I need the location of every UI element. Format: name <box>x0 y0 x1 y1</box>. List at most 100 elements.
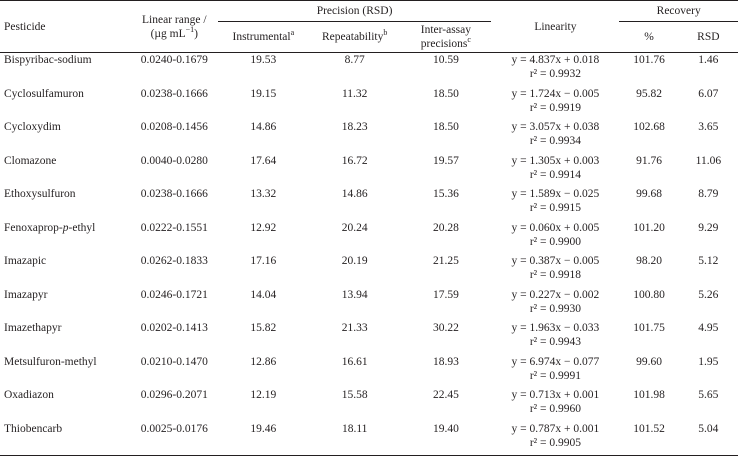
instrumental-rsd: 12.92 <box>250 221 277 234</box>
recovery-percent: 99.60 <box>636 355 662 368</box>
pesticide-name: Thiobencarb <box>0 421 131 456</box>
linearity: y = 0.787x + 0.001 r² = 0.9905 <box>491 421 620 456</box>
recovery-percent: 101.75 <box>633 322 665 334</box>
recovery-percent: 102.68 <box>633 121 665 133</box>
linearity: y = 1.724x − 0.005 r² = 0.9919 <box>491 87 619 121</box>
table-row: Metsulfuron-methyl 0.0210-0.1470 12.86 1… <box>0 355 738 389</box>
recovery-rsd: 4.95 <box>698 322 719 334</box>
recovery-rsd: 5.12 <box>698 255 719 267</box>
repeatability-rsd: 8.77 <box>344 54 365 66</box>
pesticide-name: Metsulfuron-methyl <box>4 355 97 368</box>
table-row: Cyclosulfamuron 0.0238-0.1666 19.15 11.3… <box>0 87 738 121</box>
linearity: y = 6.974x − 0.077 r² = 0.9991 <box>491 355 619 389</box>
pesticide-name: Ethoxysulfuron <box>4 188 76 200</box>
inter-assay-rsd: 10.59 <box>432 54 459 66</box>
recovery-rsd: 6.07 <box>698 87 719 100</box>
linearity-r2: r² = 0.9943 <box>529 336 581 348</box>
recovery-rsd: 8.79 <box>698 188 719 200</box>
linear-range: 0.0238-0.1666 <box>140 87 208 100</box>
repeatability-rsd: 14.86 <box>341 188 368 200</box>
inter-assay-rsd: 15.36 <box>432 188 459 200</box>
instrumental-rsd: 17.16 <box>250 255 277 267</box>
linearity: y = 0.060x + 0.005 r² = 0.9900 <box>491 221 619 255</box>
pesticide-name: Imazapic <box>4 255 47 267</box>
linear-range: 0.0262-0.1833 <box>140 255 208 267</box>
inter-assay-rsd: 18.50 <box>432 121 459 133</box>
linear-range: 0.0238-0.1666 <box>140 188 208 200</box>
linearity-equation: y = 0.387x − 0.005 <box>511 255 600 267</box>
linearity-equation: y = 0.060x + 0.005 <box>511 221 600 234</box>
linearity-equation: y = 0.787x + 0.001 <box>511 422 600 435</box>
pesticide-name: Clomazone <box>4 154 57 167</box>
linearity-r2: r² = 0.9915 <box>529 202 581 214</box>
linear-range: 0.0222-0.1551 <box>140 221 208 234</box>
linear-range: 0.0210-0.1470 <box>140 355 208 368</box>
header-linearity: Linearity <box>491 0 620 53</box>
inter-assay-rsd: 21.25 <box>432 255 459 267</box>
repeatability-rsd: 18.23 <box>341 121 368 133</box>
inter-assay-rsd: 19.57 <box>432 154 459 167</box>
repeatability-rsd: 20.19 <box>341 255 368 267</box>
header-linear-range-unit: (µg mL−1) <box>150 24 198 40</box>
linearity-equation: y = 3.057x + 0.038 <box>511 121 600 133</box>
linearity: y = 1.963x − 0.033 r² = 0.9943 <box>491 321 619 355</box>
instrumental-rsd: 14.86 <box>250 121 277 133</box>
linear-range: 0.0040-0.0280 <box>140 154 208 167</box>
pesticide-name: Bispyribac-sodium <box>4 54 92 66</box>
linearity-r2: r² = 0.9930 <box>529 302 581 315</box>
linearity: y = 0.713x + 0.001 r² = 0.9960 <box>491 388 619 422</box>
linearity-r2: r² = 0.9934 <box>529 135 581 147</box>
inter-assay-rsd: 17.59 <box>432 288 459 301</box>
linearity: y = 0.227x − 0.002 r² = 0.9930 <box>491 288 619 322</box>
linear-range: 0.0296-0.2071 <box>140 389 208 401</box>
inter-assay-rsd: 19.40 <box>400 421 492 456</box>
instrumental-rsd: 19.46 <box>217 421 309 456</box>
linearity-equation: y = 1.724x − 0.005 <box>511 87 600 100</box>
recovery-rsd: 11.06 <box>695 154 722 167</box>
pesticide-name: Fenoxaprop-p-ethyl <box>4 221 96 234</box>
table-row: Ethoxysulfuron 0.0238-0.1666 13.32 14.86… <box>0 187 738 221</box>
linearity-r2: r² = 0.9914 <box>529 168 581 181</box>
recovery-rsd: 5.26 <box>698 288 719 301</box>
linearity-equation: y = 6.974x − 0.077 <box>511 355 600 368</box>
repeatability-rsd: 15.58 <box>341 389 368 401</box>
recovery-rsd: 5.04 <box>678 421 738 456</box>
repeatability-rsd: 13.94 <box>341 288 368 301</box>
table-row: Imazapyr 0.0246-0.1721 14.04 13.94 17.59… <box>0 288 738 322</box>
instrumental-rsd: 19.15 <box>250 87 277 100</box>
recovery-percent: 95.82 <box>636 87 662 100</box>
header-precision: Precision (RSD) <box>217 0 492 22</box>
table-row: Imazapic 0.0262-0.1833 17.16 20.19 21.25… <box>0 254 738 288</box>
repeatability-rsd: 20.24 <box>341 221 368 234</box>
recovery-percent: 99.68 <box>636 188 662 200</box>
linearity-r2: r² = 0.9960 <box>529 403 581 415</box>
recovery-rsd: 1.95 <box>698 355 719 368</box>
linearity-equation: y = 4.837x + 0.018 <box>511 54 600 66</box>
instrumental-rsd: 13.32 <box>250 188 277 200</box>
pesticide-name: Cyclosulfamuron <box>4 87 84 100</box>
linearity-equation: y = 0.713x + 0.001 <box>511 389 600 401</box>
recovery-rsd: 5.65 <box>698 389 719 401</box>
header-inter-assay: Inter-assay precisionsc <box>400 21 492 53</box>
linearity: y = 1.589x − 0.025 r² = 0.9915 <box>491 187 619 221</box>
recovery-rsd: 1.46 <box>698 54 719 66</box>
linearity-r2: r² = 0.9991 <box>529 369 581 382</box>
table-row: Thiobencarb 0.0025-0.0176 19.46 18.11 19… <box>0 421 738 456</box>
header-linear-range: Linear range / (µg mL−1) <box>130 0 218 53</box>
linear-range: 0.0246-0.1721 <box>140 288 208 301</box>
linearity-equation: y = 0.227x − 0.002 <box>511 288 600 301</box>
instrumental-rsd: 12.86 <box>250 355 277 368</box>
linear-range: 0.0208-0.1456 <box>140 121 208 133</box>
pesticide-name: Oxadiazon <box>4 389 54 401</box>
repeatability-rsd: 16.72 <box>341 154 368 167</box>
linearity-r2: r² = 0.9918 <box>529 269 581 281</box>
linear-range: 0.0202-0.1413 <box>140 322 208 334</box>
linearity: y = 4.837x + 0.018 r² = 0.9932 <box>491 53 619 87</box>
header-recovery-rsd: RSD <box>678 21 738 53</box>
table-row: Clomazone 0.0040-0.0280 17.64 16.72 19.5… <box>0 154 738 188</box>
linearity-equation: y = 1.305x + 0.003 <box>511 154 600 167</box>
recovery-percent: 101.98 <box>633 389 665 401</box>
pesticide-name: Imazethapyr <box>4 322 62 334</box>
pesticide-name: Cycloxydim <box>4 121 61 133</box>
inter-assay-rsd: 30.22 <box>432 322 459 334</box>
